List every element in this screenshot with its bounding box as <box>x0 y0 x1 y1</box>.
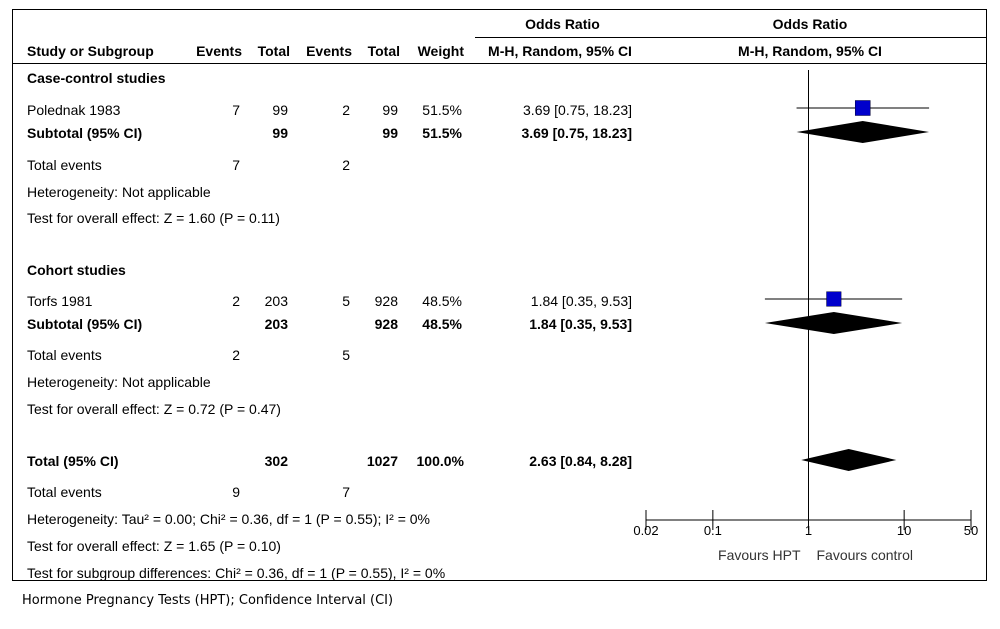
col-header-study: Study or Subgroup <box>27 43 154 59</box>
total-events2: 5 <box>342 347 350 363</box>
forest-plot-frame <box>12 9 987 581</box>
subtotal-total1: 203 <box>264 316 288 332</box>
header-rule-top <box>475 37 650 38</box>
or-group-header-left: Odds Ratio <box>525 16 600 32</box>
study-point-marker <box>826 291 842 307</box>
overall-ci: 2.63 [0.84, 8.28] <box>529 453 632 469</box>
subtotal-diamond <box>764 312 903 334</box>
subtotal-diamond <box>796 121 930 143</box>
study-name: Polednak 1983 <box>27 102 121 118</box>
heterogeneity-text: Heterogeneity: Not applicable <box>27 374 211 390</box>
x-tick-label: 1 <box>805 523 812 538</box>
subtotal-total2: 99 <box>382 125 398 141</box>
study-total2: 99 <box>382 102 398 118</box>
total-events2: 7 <box>342 484 350 500</box>
subtotal-ci: 3.69 [0.75, 18.23] <box>521 125 632 141</box>
total-events1: 2 <box>232 347 240 363</box>
subtotal-total2: 928 <box>374 316 398 332</box>
subtotal-ci: 1.84 [0.35, 9.53] <box>529 316 632 332</box>
favours-right-label: Favours control <box>817 547 913 563</box>
x-tick-label: 0.02 <box>633 523 658 538</box>
total-events1: 7 <box>232 157 240 173</box>
study-events2: 2 <box>342 102 350 118</box>
total-events-label: Total events <box>27 484 102 500</box>
header-rule-top-right <box>650 37 987 38</box>
heterogeneity-text: Heterogeneity: Tau² = 0.00; Chi² = 0.36,… <box>27 511 430 527</box>
study-weight: 48.5% <box>422 293 462 309</box>
col-header-events1: Events <box>196 43 242 59</box>
col-header-method-right: M-H, Random, 95% CI <box>738 43 882 59</box>
study-point-marker <box>854 100 871 116</box>
heterogeneity-text: Heterogeneity: Not applicable <box>27 184 211 200</box>
overall-effect-text: Test for overall effect: Z = 1.65 (P = 0… <box>27 538 281 554</box>
total-events2: 2 <box>342 157 350 173</box>
total-events1: 9 <box>232 484 240 500</box>
group-title-case-control: Case-control studies <box>27 70 166 86</box>
col-header-total2: Total <box>367 43 400 59</box>
group-title-cohort: Cohort studies <box>27 262 126 278</box>
overall-label: Total (95% CI) <box>27 453 119 469</box>
or-group-header-right: Odds Ratio <box>772 16 848 32</box>
overall-effect-text: Test for overall effect: Z = 1.60 (P = 0… <box>27 210 280 226</box>
col-header-weight: Weight <box>417 43 464 59</box>
study-name: Torfs 1981 <box>27 293 93 309</box>
x-tick-label: 50 <box>964 523 978 538</box>
subtotal-weight: 51.5% <box>422 125 462 141</box>
total-events-label: Total events <box>27 347 102 363</box>
overall-effect-text: Test for overall effect: Z = 0.72 (P = 0… <box>27 401 281 417</box>
study-weight: 51.5% <box>422 102 462 118</box>
study-ci: 3.69 [0.75, 18.23] <box>523 102 632 118</box>
study-total1: 99 <box>272 102 288 118</box>
col-header-events2: Events <box>306 43 352 59</box>
total-events-label: Total events <box>27 157 102 173</box>
overall-total2: 1027 <box>366 453 398 469</box>
x-tick-label: 10 <box>897 523 911 538</box>
study-total2: 928 <box>374 293 398 309</box>
overall-diamond <box>801 449 897 471</box>
subtotal-total1: 99 <box>272 125 288 141</box>
overall-weight: 100.0% <box>416 453 464 469</box>
col-header-method-left: M-H, Random, 95% CI <box>488 43 632 59</box>
subtotal-label: Subtotal (95% CI) <box>27 125 143 141</box>
study-events2: 5 <box>342 293 350 309</box>
study-events1: 7 <box>232 102 240 118</box>
study-events1: 2 <box>232 293 240 309</box>
col-header-total1: Total <box>257 43 290 59</box>
study-ci: 1.84 [0.35, 9.53] <box>530 293 632 309</box>
subtotal-label: Subtotal (95% CI) <box>27 316 143 332</box>
study-total1: 203 <box>264 293 288 309</box>
subgroup-differences-text: Test for subgroup differences: Chi² = 0.… <box>27 565 446 581</box>
x-tick-label: 0.1 <box>704 523 722 538</box>
overall-total1: 302 <box>264 453 288 469</box>
footnote: Hormone Pregnancy Tests (HPT); Confidenc… <box>22 593 394 608</box>
subtotal-weight: 48.5% <box>422 316 462 332</box>
favours-left-label: Favours HPT <box>718 547 801 563</box>
header-rule-bottom <box>12 63 987 64</box>
